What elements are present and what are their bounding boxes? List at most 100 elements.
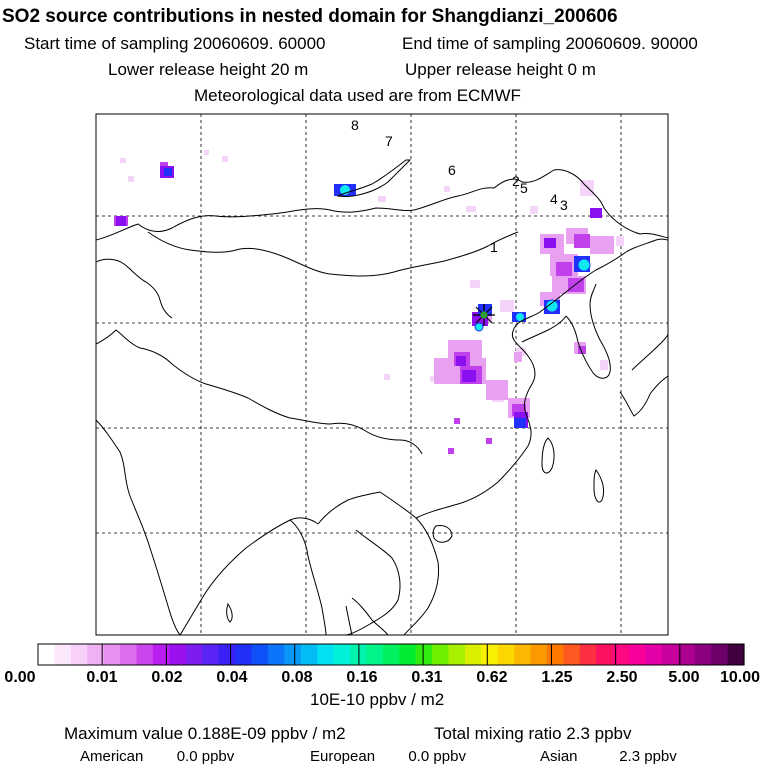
haze-cell bbox=[500, 300, 514, 312]
china-east-coast bbox=[415, 321, 536, 519]
india-west-coast bbox=[96, 419, 181, 635]
european-value: 0.0 ppbv bbox=[408, 748, 466, 765]
haze-cell bbox=[128, 176, 134, 182]
colorbar-segment bbox=[382, 644, 400, 665]
trajectory-label: 6 bbox=[448, 162, 456, 178]
map-frame bbox=[95, 113, 669, 636]
colorbar-segment bbox=[448, 644, 466, 665]
colorbar-segment bbox=[218, 644, 236, 665]
asian-label: Asian bbox=[540, 748, 578, 765]
trajectory-label: 4 bbox=[550, 191, 558, 207]
colorbar-segment bbox=[202, 644, 220, 665]
start-time-label: Start time of sampling 20060609. 60000 bbox=[24, 34, 326, 53]
coastlines bbox=[96, 159, 668, 635]
medium-patch bbox=[448, 448, 454, 454]
colorbar-segment bbox=[70, 644, 88, 665]
taiwan-outline bbox=[541, 437, 555, 474]
shandong-coast bbox=[521, 315, 567, 343]
sri-lanka-outline bbox=[226, 602, 233, 623]
trajectory-label: 8 bbox=[351, 117, 359, 133]
colorbar-segment bbox=[546, 644, 564, 665]
colorbar-segment bbox=[399, 644, 417, 665]
haze-cell bbox=[120, 158, 126, 163]
haze-cell bbox=[616, 236, 624, 246]
colorbar-segment bbox=[612, 644, 630, 665]
trajectory-label: 7 bbox=[385, 133, 393, 149]
colorbar-frame bbox=[37, 643, 745, 666]
colorbar-tick: 0.01 bbox=[86, 669, 118, 686]
colorbar-segment bbox=[267, 644, 285, 665]
cyan-peak bbox=[339, 184, 351, 196]
met-data-label: Meteorological data used are from ECMWF bbox=[194, 86, 521, 105]
cyan-peak bbox=[577, 258, 591, 272]
lower-release-label: Lower release height 20 m bbox=[108, 60, 309, 79]
colorbar-segment bbox=[727, 644, 745, 665]
myanmar-coast bbox=[289, 519, 327, 635]
colorbar-segment bbox=[464, 644, 482, 665]
colorbar-segment bbox=[563, 644, 581, 665]
page-title: SO2 source contributions in nested domai… bbox=[2, 6, 618, 27]
colorbar-segment bbox=[711, 644, 729, 665]
station-marker-icon bbox=[473, 304, 495, 326]
colorbar-segment bbox=[136, 644, 154, 665]
haze-cell bbox=[530, 206, 538, 214]
colorbar-segment bbox=[481, 644, 499, 665]
colorbar-segment bbox=[694, 644, 712, 665]
india-east-coast bbox=[179, 517, 319, 635]
strong-patch bbox=[116, 216, 126, 226]
colorbar-segment bbox=[300, 644, 318, 665]
colorbar-segment bbox=[645, 644, 663, 665]
trajectory-label: 3 bbox=[560, 197, 568, 213]
trajectory-label: 5 bbox=[520, 180, 528, 196]
blue-core bbox=[514, 418, 526, 428]
american-value: 0.0 ppbv bbox=[176, 748, 235, 765]
colorbar-segment bbox=[333, 644, 351, 665]
haze-cell bbox=[470, 280, 480, 288]
blue-core bbox=[164, 168, 172, 176]
vietnam-coast bbox=[379, 491, 439, 635]
northern-border bbox=[96, 169, 668, 241]
colorbar-segment bbox=[87, 644, 105, 665]
colorbar-tick: 0.04 bbox=[216, 669, 248, 686]
colorbar-tick: 0.02 bbox=[151, 669, 183, 686]
gulf-coast bbox=[351, 597, 389, 635]
colorbar bbox=[38, 644, 745, 665]
colorbar-segment bbox=[415, 644, 433, 665]
colorbar-segment bbox=[169, 644, 187, 665]
haze-cell bbox=[204, 150, 209, 155]
korea-border bbox=[519, 238, 668, 323]
colorbar-tick: 1.25 bbox=[541, 669, 573, 686]
medium-patch bbox=[574, 234, 590, 248]
european-label: European bbox=[310, 748, 376, 765]
haze-cell bbox=[378, 196, 386, 202]
colorbar-segment bbox=[596, 644, 614, 665]
mongolia-border bbox=[147, 231, 519, 277]
colorbar-tick: 0.08 bbox=[281, 669, 313, 686]
lake-outline bbox=[336, 159, 412, 197]
european-contribution: European 0.0 ppbv bbox=[310, 748, 466, 765]
colorbar-tick: 0.31 bbox=[411, 669, 443, 686]
colorbar-segment bbox=[251, 644, 269, 665]
haze-cell bbox=[600, 360, 608, 370]
himalaya-border bbox=[96, 329, 423, 455]
max-value-label: Maximum value 0.188E-09 ppbv / m2 bbox=[64, 724, 346, 743]
western-border bbox=[96, 258, 173, 319]
malay-coast bbox=[345, 605, 353, 635]
korea-coast bbox=[565, 283, 611, 379]
colorbar-tick: 0.16 bbox=[346, 669, 378, 686]
haze-cell bbox=[466, 206, 476, 212]
haze-cell bbox=[384, 374, 390, 380]
colorbar-segment bbox=[235, 644, 253, 665]
colorbar-segment bbox=[514, 644, 532, 665]
american-label: American bbox=[80, 748, 144, 765]
end-time-label: End time of sampling 20060609. 90000 bbox=[402, 34, 698, 53]
colorbar-segment bbox=[317, 644, 335, 665]
colorbar-segment bbox=[185, 644, 203, 665]
colorbar-segment bbox=[530, 644, 548, 665]
colorbar-segment bbox=[432, 644, 450, 665]
colorbar-segment bbox=[103, 644, 121, 665]
trajectory-labels: 8 7 6 5 4 3 2 1 bbox=[351, 117, 568, 255]
haze-cell bbox=[222, 156, 228, 162]
light-patch bbox=[590, 236, 614, 254]
colorbar-segment bbox=[284, 644, 302, 665]
